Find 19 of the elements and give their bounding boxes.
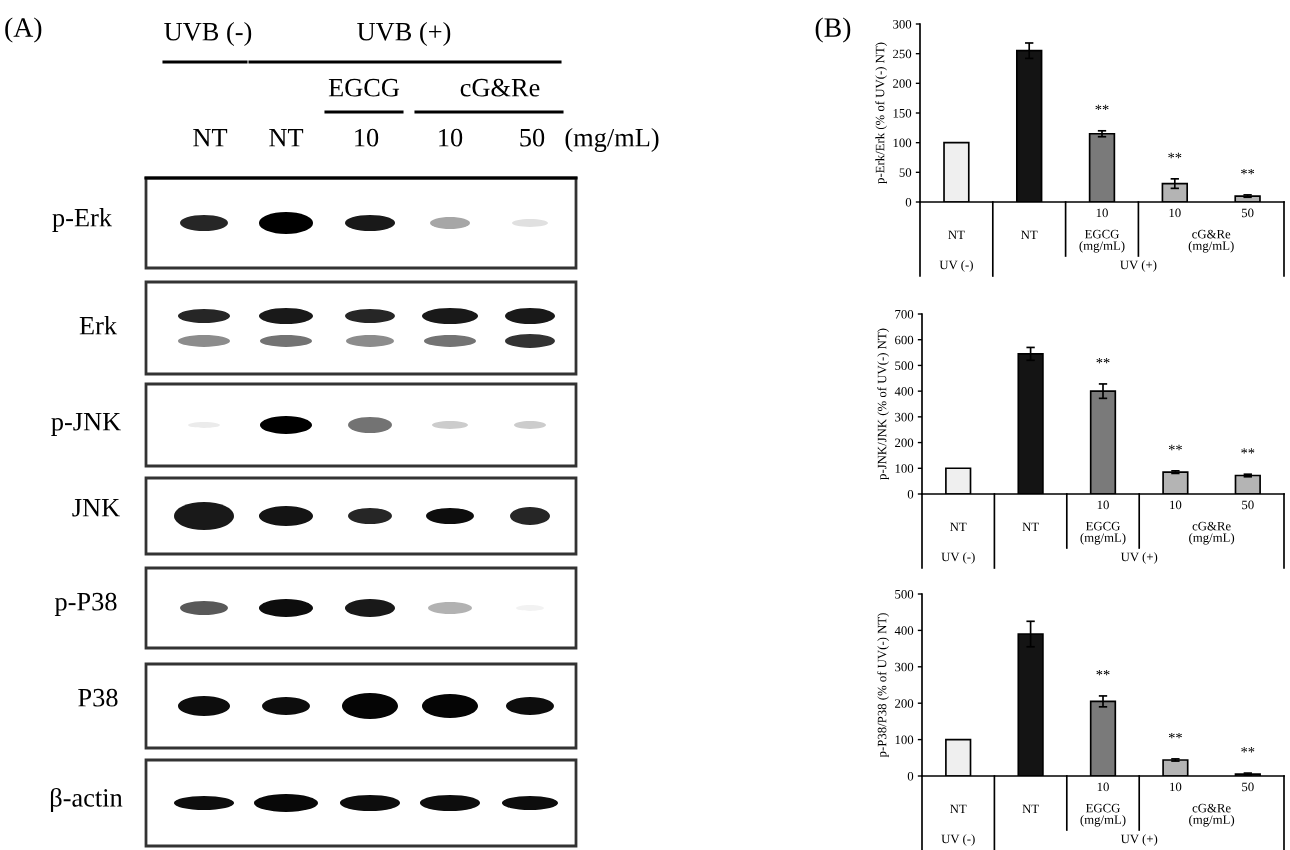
text: UVB (-) (164, 22, 252, 46)
text: p-Erk (52, 208, 113, 232)
text: NT (193, 129, 228, 147)
text: NT (269, 129, 304, 147)
text: p-JNK (51, 413, 121, 436)
chart-title: (B) (815, 17, 851, 43)
text: Erk (79, 316, 118, 335)
text: 50 (520, 128, 545, 147)
text: UVB (+) (357, 22, 451, 46)
text: (A) (5, 17, 42, 43)
text: 10 (355, 128, 379, 147)
text: EGCG (328, 78, 400, 97)
text: 10 (439, 128, 463, 147)
text: (mg/mL) (565, 128, 659, 152)
text: P38 (78, 688, 118, 707)
text: β-actin (50, 787, 123, 813)
text: cG&Re (460, 78, 540, 97)
text: JNK (72, 499, 120, 517)
text: p-P38 (54, 592, 117, 616)
